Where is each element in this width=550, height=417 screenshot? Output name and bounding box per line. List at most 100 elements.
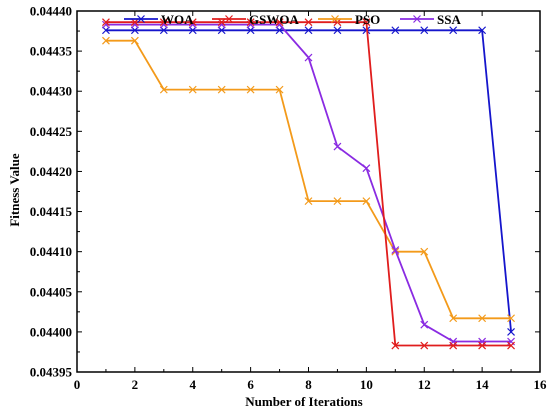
data-marker: [188, 18, 197, 27]
data-marker: [420, 247, 429, 256]
data-point-gswoa: [449, 341, 458, 350]
data-marker: [159, 26, 168, 35]
data-point-pso: [130, 36, 139, 45]
y-tick-label: 0.04410: [30, 244, 72, 259]
data-marker: [102, 26, 110, 35]
legend-label: WOA: [161, 12, 194, 27]
data-marker: [333, 197, 342, 206]
data-point-pso: [159, 85, 168, 94]
legend-item-ssa: SSA: [400, 12, 461, 27]
x-tick-label: 6: [247, 377, 254, 392]
data-point-gswoa: [159, 18, 168, 27]
legend-marker: [331, 15, 339, 23]
data-marker: [478, 314, 487, 323]
data-marker: [333, 142, 342, 151]
data-marker: [478, 26, 487, 35]
y-tick-label: 0.04395: [30, 365, 73, 380]
series-line-woa: [105, 29, 512, 332]
data-point-gswoa: [507, 341, 515, 350]
data-marker: [130, 26, 139, 35]
y-tick-label: 0.04425: [30, 124, 73, 139]
data-point-woa: [449, 26, 458, 35]
data-marker: [217, 85, 226, 94]
data-marker: [391, 341, 400, 350]
data-point-pso: [246, 85, 255, 94]
data-marker: [420, 320, 429, 329]
data-point-woa: [478, 26, 487, 35]
legend-marker: [413, 15, 421, 23]
legend-item-woa: WOA: [124, 12, 194, 27]
data-marker: [304, 197, 313, 206]
data-marker: [188, 85, 197, 94]
x-tick-label: 10: [360, 377, 373, 392]
y-tick-label: 0.04400: [30, 324, 72, 339]
data-marker: [507, 341, 515, 350]
data-point-pso: [478, 314, 487, 323]
data-point-gswoa: [275, 18, 284, 27]
data-marker: [449, 314, 458, 323]
data-marker: [420, 26, 429, 35]
data-point-woa: [420, 26, 429, 35]
series-line-gswoa: [105, 21, 512, 347]
y-tick-label: 0.04415: [30, 204, 73, 219]
data-marker: [304, 18, 313, 27]
legend-label: PSO: [355, 12, 380, 27]
data-marker: [304, 53, 313, 62]
legend-marker: [225, 15, 233, 23]
data-point-gswoa: [102, 18, 110, 27]
y-tick-label: 0.04405: [30, 284, 73, 299]
x-tick-label: 2: [132, 377, 139, 392]
data-point-pso: [188, 85, 197, 94]
data-marker: [159, 18, 168, 27]
data-marker: [391, 246, 400, 254]
x-tick-label: 12: [418, 377, 431, 392]
x-tick-label: 8: [305, 377, 312, 392]
data-point-pso: [275, 85, 284, 94]
data-point-woa: [304, 26, 313, 35]
data-marker: [362, 18, 371, 27]
data-marker: [507, 327, 515, 336]
data-point-ssa: [304, 53, 313, 62]
data-point-pso: [507, 314, 515, 323]
data-marker: [188, 26, 197, 35]
data-point-gswoa: [246, 18, 255, 27]
data-marker: [130, 36, 139, 45]
data-marker: [304, 26, 313, 35]
legend-item-pso: PSO: [318, 12, 380, 27]
data-point-pso: [362, 197, 371, 206]
data-point-pso: [333, 197, 342, 206]
data-point-woa: [391, 26, 400, 35]
y-tick-label: 0.04430: [30, 84, 72, 99]
data-point-ssa: [420, 320, 429, 329]
data-marker: [159, 85, 168, 94]
data-marker: [449, 341, 458, 350]
data-point-pso: [449, 314, 458, 323]
data-marker: [420, 341, 429, 350]
data-marker: [217, 26, 226, 35]
data-point-gswoa: [478, 341, 487, 350]
data-marker: [102, 36, 110, 45]
data-point-pso: [102, 36, 110, 45]
data-marker: [246, 18, 255, 27]
data-point-woa: [246, 26, 255, 35]
data-marker: [449, 26, 458, 35]
y-tick-label: 0.04435: [30, 44, 73, 59]
data-marker: [362, 197, 371, 206]
data-marker: [362, 164, 371, 173]
data-point-gswoa: [304, 18, 313, 27]
data-point-woa: [130, 26, 139, 35]
data-point-woa: [507, 327, 515, 336]
legend-label: SSA: [437, 12, 461, 27]
y-tick-label: 0.04420: [30, 164, 72, 179]
x-tick-label: 4: [190, 377, 197, 392]
data-point-woa: [102, 26, 110, 35]
data-point-pso: [217, 85, 226, 94]
legend-item-gswoa: GSWOA: [212, 12, 299, 27]
data-point-gswoa: [391, 341, 400, 350]
data-marker: [507, 314, 515, 323]
data-marker: [391, 26, 400, 35]
y-tick-label: 0.04440: [30, 4, 72, 19]
x-axis-title: Number of Iterations: [245, 394, 362, 409]
data-marker: [333, 26, 342, 35]
